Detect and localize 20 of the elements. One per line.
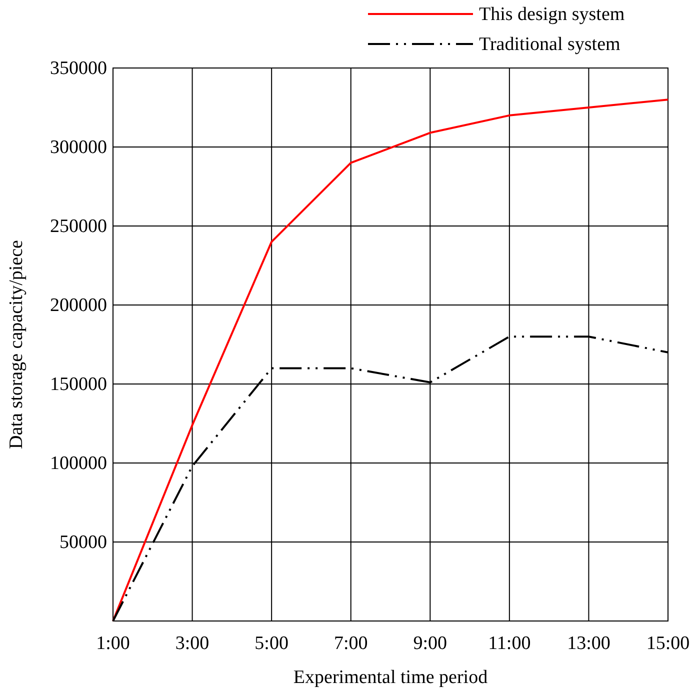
line-series (112, 98, 669, 622)
x-tick-label: 13:00 (567, 633, 610, 654)
x-tick-label: 11:00 (488, 633, 531, 654)
x-tick-label: 15:00 (646, 633, 690, 654)
x-tick-label: 1:00 (96, 633, 130, 654)
y-tick-label: 300000 (50, 137, 107, 158)
y-tick-label: 50000 (60, 532, 107, 553)
y-tick-label: 350000 (50, 58, 107, 79)
x-tick-label: 7:00 (334, 633, 368, 654)
legend-label: Traditional system (479, 34, 620, 55)
x-tick-label: 5:00 (254, 633, 288, 654)
y-tick-label: 200000 (50, 295, 107, 316)
x-tick-label: 9:00 (413, 633, 448, 654)
x-axis-title: Experimental time period (293, 667, 488, 688)
y-tick-label: 100000 (50, 453, 107, 474)
legend-label: This design system (479, 4, 625, 25)
y-tick-label: 250000 (50, 216, 107, 237)
x-tick-label: 3:00 (175, 633, 210, 654)
y-tick-label: 150000 (50, 374, 107, 395)
y-axis-title: Data storage capacity/piece (6, 240, 27, 449)
